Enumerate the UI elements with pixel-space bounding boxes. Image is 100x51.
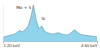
annotation: Si xyxy=(41,16,45,21)
spectrum-line xyxy=(3,5,97,37)
x-tick-label: 4.60 keV xyxy=(81,43,98,48)
plot: 1.20 keV 4.60 keV Mo + S Si xyxy=(3,4,98,49)
spectrum-area xyxy=(3,5,97,41)
y-axis-line xyxy=(3,4,4,42)
y-axis xyxy=(3,4,4,42)
annotation: Mo + S xyxy=(16,5,31,10)
marks xyxy=(3,5,97,41)
x-tick: 4.60 keV xyxy=(81,41,98,48)
x-tick: 1.20 keV xyxy=(4,41,21,48)
chart: 1.20 keV 4.60 keV Mo + S Si xyxy=(0,0,100,51)
x-tick-label: 1.20 keV xyxy=(4,43,21,48)
x-axis: 1.20 keV 4.60 keV xyxy=(4,41,98,48)
